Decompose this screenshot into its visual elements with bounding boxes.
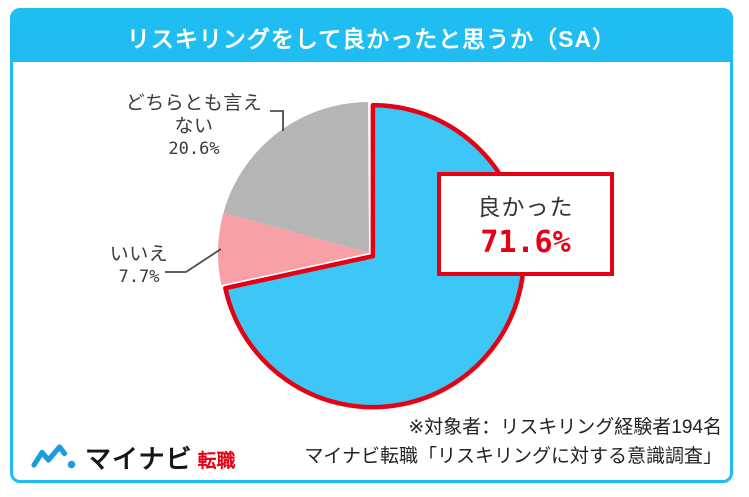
label-neither-text: どちらとも言えない xyxy=(125,93,263,137)
label-no: いいえ 7.7% xyxy=(108,243,170,287)
survey-note-line2: マイナビ転職「リスキリングに対する意識調査」 xyxy=(304,446,722,467)
label-neither: どちらとも言えない 20.6% xyxy=(118,92,270,159)
label-neither-pct: 20.6% xyxy=(168,139,220,159)
answer-box-yes: 良かった 71.6% xyxy=(437,172,614,276)
survey-note-line1: ※対象者：リスキリング経験者194名 xyxy=(408,417,722,438)
answer-box-label: 良かった xyxy=(477,194,574,220)
label-no-pct: 7.7% xyxy=(118,267,160,287)
answer-box-pct: 71.6% xyxy=(480,225,571,260)
mynavi-logo: マイナビ 転職 xyxy=(31,444,236,472)
label-no-text: いいえ xyxy=(109,244,169,265)
chart-title-bar: リスキリングをして良かったと思うか（SA） xyxy=(13,11,730,62)
chart-title: リスキリングをして良かったと思うか（SA） xyxy=(126,25,617,52)
logo-service-text: 転職 xyxy=(197,451,236,472)
survey-note: ※対象者：リスキリング経験者194名 マイナビ転職「リスキリングに対する意識調査… xyxy=(304,413,722,471)
logo-brand-text: マイナビ xyxy=(85,444,193,474)
wave-line-icon xyxy=(31,444,76,469)
